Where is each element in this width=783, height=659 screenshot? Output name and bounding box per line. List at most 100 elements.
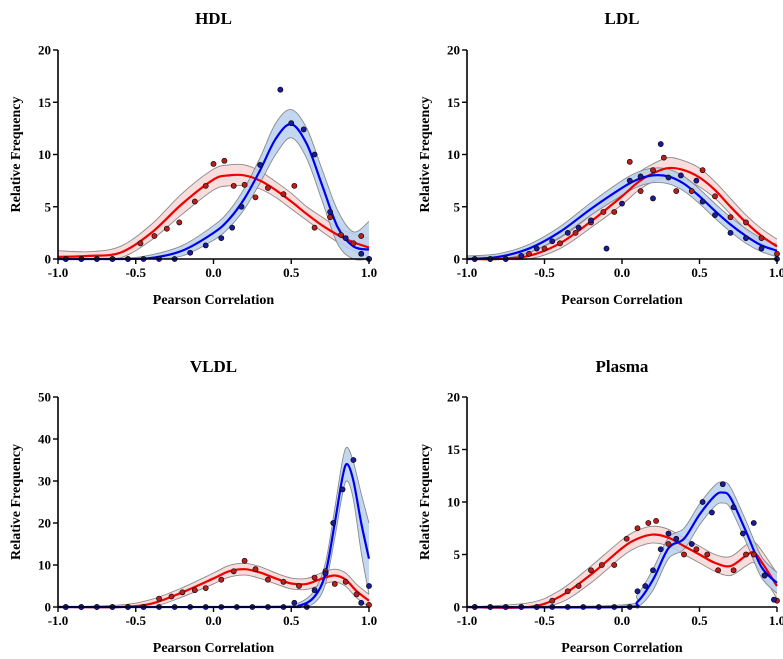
panel-ldl: LDL 0 5 10 15 20 -1.0 -0.5 0.0 0.5 1.0 Pearson Corr… <box>418 9 783 308</box>
plasma-blue-data-point <box>761 572 768 579</box>
vldl-blue-data-point <box>339 486 346 493</box>
plasma-y-tick-label: 20 <box>447 390 460 405</box>
vldl-blue-data-point <box>350 457 357 463</box>
vldl-y-tick-label: 50 <box>38 390 51 405</box>
plasma-y-tick-label: 5 <box>454 547 461 562</box>
ldl-y-tick-label: 10 <box>447 147 460 162</box>
vldl-red-data-point <box>280 578 287 585</box>
plasma-red-data-point <box>611 562 618 568</box>
plasma-y-tick-label: 15 <box>447 442 461 457</box>
ldl-red-data-point <box>774 250 780 257</box>
ldl-blue-data-point <box>549 238 556 245</box>
hdl-red-data-point <box>163 225 170 232</box>
plasma-red-data-point <box>575 583 582 589</box>
plasma-blue-data-point <box>657 546 664 553</box>
vldl-red-data-point <box>218 576 225 583</box>
hdl-y-tick-label: 0 <box>45 252 52 267</box>
plasma-blue-band-lower-edge <box>466 502 778 609</box>
hdl-y-tick-label: 5 <box>45 199 52 214</box>
plasma-x-axis-label: Pearson Correlation <box>561 641 683 656</box>
plasma-red-data-point <box>645 520 652 526</box>
plasma-blue-data-point <box>730 504 737 511</box>
ldl-blue-data-point <box>758 245 765 252</box>
vldl-red-data-point <box>331 581 338 587</box>
plasma-blue-data-point <box>750 520 757 526</box>
ldl-blue-data-point <box>588 217 594 224</box>
ldl-blue-fit-curve <box>466 174 778 261</box>
plasma-red-data-point <box>653 518 659 524</box>
hdl-y-axis-label: Relative Frequency <box>9 97 24 213</box>
ldl-title: LDL <box>605 9 640 28</box>
hdl-red-data-point <box>358 233 365 239</box>
vldl-blue-data-point <box>291 599 298 606</box>
hdl-red-data-point <box>350 240 357 247</box>
plasma-x-tick-label: -1.0 <box>457 613 478 628</box>
hdl-red-data-point <box>191 198 198 205</box>
ldl-red-data-point <box>712 193 718 200</box>
ldl-blue-data-point <box>678 172 684 179</box>
ldl-red-data-point <box>572 229 579 236</box>
plasma-blue-data-point <box>673 535 680 542</box>
vldl-red-data-point <box>156 595 162 602</box>
vldl-red-confidence-band <box>58 563 369 608</box>
hdl-blue-data-point <box>238 203 245 210</box>
plasma-blue-data-point <box>709 509 715 516</box>
plasma-x-tick-label: 0.5 <box>691 613 708 628</box>
hdl-blue-band-upper-edge <box>57 109 370 260</box>
ldl-blue-data-point <box>518 252 525 259</box>
hdl-red-data-point <box>202 182 209 189</box>
hdl-blue-data-point <box>342 235 349 241</box>
ldl-blue-data-point <box>712 212 718 219</box>
vldl-x-tick-label: 1.0 <box>361 613 377 628</box>
hdl-red-data-point <box>151 233 158 239</box>
hdl-red-data-point <box>137 240 144 247</box>
hdl-blue-data-point <box>300 126 307 133</box>
ldl-blue-data-point <box>693 177 700 184</box>
plasma-blue-data-point <box>740 530 746 537</box>
vldl-y-tick-label: 10 <box>38 558 51 573</box>
ldl-red-data-point <box>541 245 548 252</box>
plasma-x-tick-label: -0.5 <box>534 613 555 628</box>
ldl-red-data-point <box>727 214 734 221</box>
ldl-red-confidence-band <box>467 157 777 260</box>
vldl-x-axis-label: Pearson Correlation <box>153 641 275 656</box>
hdl-title: HDL <box>195 9 232 28</box>
vldl-blue-data-point <box>311 587 318 594</box>
vldl-title: VLDL <box>190 357 237 376</box>
ldl-y-axis-label: Relative Frequency <box>418 97 433 213</box>
hdl-x-tick-label: -1.0 <box>48 265 69 280</box>
plasma-blue-data-point <box>719 481 726 488</box>
vldl-red-data-point <box>241 557 248 564</box>
ldl-red-data-point <box>660 154 667 161</box>
hdl-blue-confidence-band <box>58 109 369 261</box>
ldl-red-data-point <box>526 250 532 257</box>
ldl-red-data-point <box>600 209 607 215</box>
vldl-x-tick-label: 0.0 <box>205 613 221 628</box>
plasma-red-data-point <box>588 567 594 574</box>
plasma-red-data-point <box>598 562 605 568</box>
ldl-blue-data-point <box>533 245 540 252</box>
vldl-y-tick-label: 0 <box>45 600 52 615</box>
hdl-red-data-point <box>311 224 318 231</box>
ldl-red-data-point <box>758 235 765 241</box>
hdl-x-axis-label: Pearson Correlation <box>153 293 275 308</box>
ldl-x-tick-label: -1.0 <box>457 265 478 280</box>
plasma-blue-data-point <box>771 596 777 603</box>
vldl-y-tick-label: 20 <box>38 516 51 531</box>
vldl-y-axis-label: Relative Frequency <box>9 444 24 560</box>
vldl-red-data-point <box>230 568 237 575</box>
ldl-red-data-point <box>743 219 749 226</box>
plasma-blue-data-point <box>634 588 641 595</box>
ldl-blue-data-point <box>650 195 656 202</box>
hdl-blue-data-point <box>229 224 236 231</box>
vldl-x-tick-label: 0.5 <box>283 613 300 628</box>
plasma-red-data-point <box>549 597 556 604</box>
hdl-red-data-point <box>265 185 271 191</box>
vldl-y-tick-label: 40 <box>38 432 51 447</box>
ldl-blue-band-upper-edge <box>466 167 778 257</box>
ldl-x-tick-label: -0.5 <box>534 265 555 280</box>
hdl-blue-data-point <box>277 86 284 93</box>
ldl-blue-data-point <box>619 200 625 207</box>
vldl-red-data-point <box>311 574 318 581</box>
